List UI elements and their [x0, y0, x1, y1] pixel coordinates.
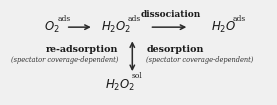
Text: $H_2O$: $H_2O$ [211, 20, 236, 35]
Text: ads: ads [58, 15, 71, 23]
Text: (spectator coverage-dependent): (spectator coverage-dependent) [11, 56, 118, 64]
Text: desorption: desorption [146, 45, 204, 54]
Text: dissociation: dissociation [141, 10, 201, 19]
Text: (spectator coverage-dependent): (spectator coverage-dependent) [146, 56, 254, 64]
Text: $H_2O_2$: $H_2O_2$ [106, 78, 135, 93]
Text: $O_2$: $O_2$ [44, 20, 60, 35]
Text: sol: sol [132, 72, 142, 80]
Text: ads: ads [127, 15, 141, 23]
Text: ads: ads [233, 15, 246, 23]
Text: $H_2O_2$: $H_2O_2$ [101, 20, 131, 35]
Text: re-adsorption: re-adsorption [46, 45, 118, 54]
